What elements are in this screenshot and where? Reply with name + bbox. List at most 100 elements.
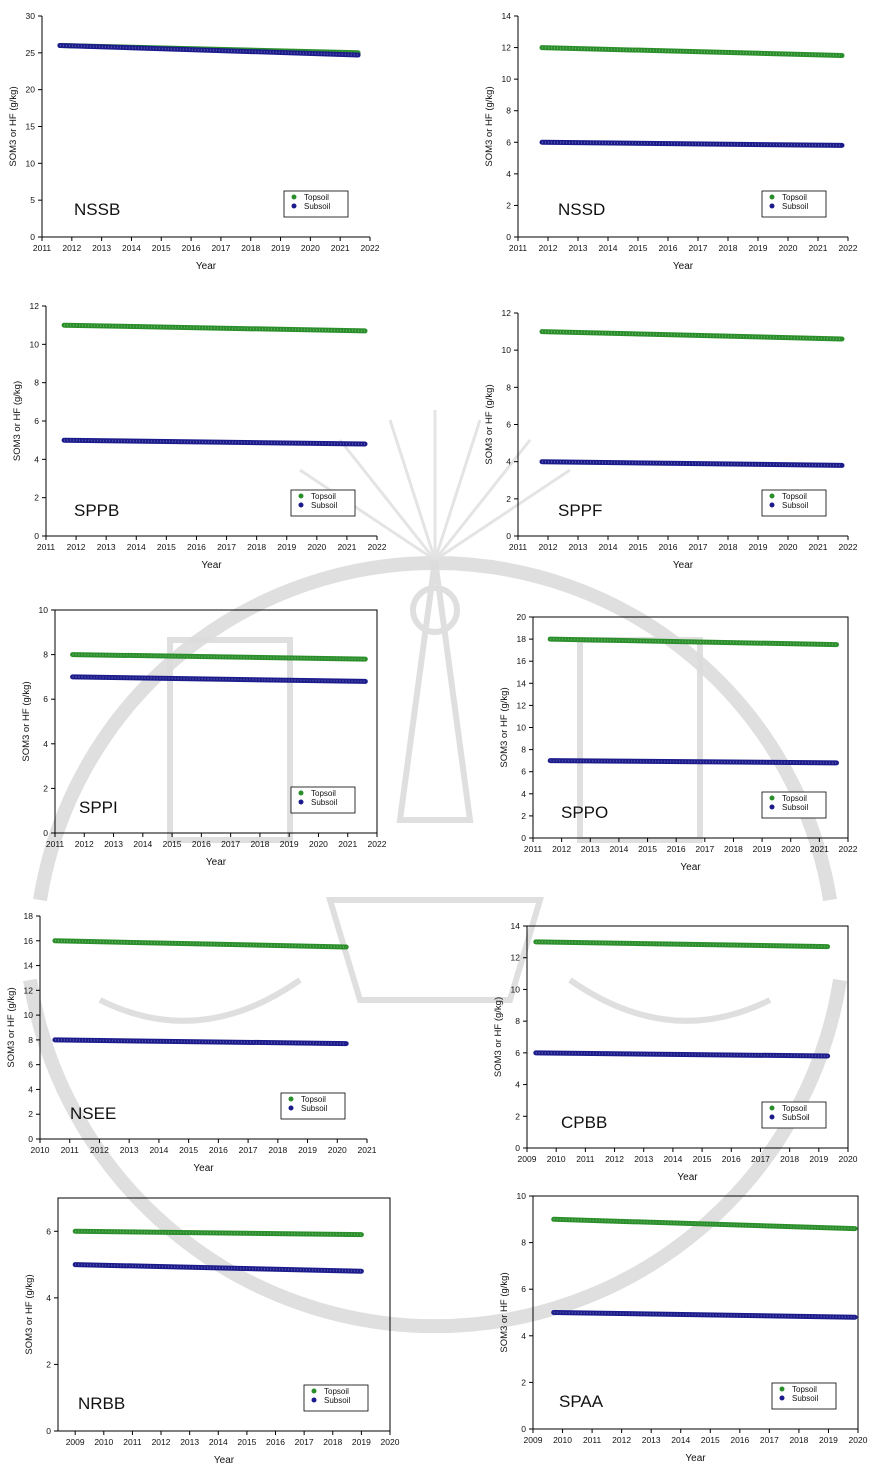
legend-marker-topsoil [298,790,304,796]
legend-marker-topsoil [291,194,297,200]
series-line-texture [64,324,366,332]
x-tick-label: 2011 [576,1154,595,1164]
y-tick-label: 8 [521,1238,526,1248]
y-tick-label: 8 [521,745,526,755]
x-tick-label: 2020 [839,1154,858,1164]
series-line-subsoil [551,1310,858,1320]
x-axis-label: Year [196,261,217,272]
x-tick-label: 2015 [157,542,176,552]
site-label: SPPF [558,501,602,520]
y-tick-label: 8 [506,106,511,116]
x-tick-label: 2018 [789,1435,808,1445]
series-line-texture [553,1311,856,1319]
y-axis-label: SOM3 or HF (g/kg) [493,997,504,1077]
legend-label: Subsoil [311,501,337,510]
series-line-topsoil [533,939,831,950]
y-tick-label: 16 [517,656,527,666]
legend-marker-subsoil [769,1114,775,1120]
x-tick-label: 2015 [629,542,648,552]
legend-marker-topsoil [769,795,775,801]
x-tick-label: 2013 [569,243,588,253]
x-tick-label: 2021 [809,243,828,253]
x-tick-label: 2018 [247,542,266,552]
y-tick-label: 10 [517,1191,527,1201]
y-tick-label: 0 [43,828,48,838]
y-tick-label: 8 [515,1016,520,1026]
x-tick-label: 2020 [328,1145,347,1155]
y-tick-label: 4 [43,739,48,749]
x-tick-label: 2017 [751,1154,770,1164]
series-line-texture [541,330,843,340]
y-tick-label: 20 [517,612,527,622]
x-tick-label: 2021 [338,839,357,849]
y-tick-label: 6 [506,420,511,430]
y-tick-label: 8 [43,650,48,660]
y-tick-label: 6 [515,1048,520,1058]
x-tick-label: 2014 [133,839,152,849]
chart-spaa: 2009 2010 2011 2012 2013 2014 2015 2016 2017 2018… [499,1191,868,1464]
y-tick-label: 2 [506,494,511,504]
chart-sppb: 2011 2012 2013 2014 2015 2016 2017 2018 2019 2020… [12,301,387,571]
x-tick-label: 2016 [266,1437,285,1447]
x-tick-label: 2020 [309,839,328,849]
y-tick-label: 6 [43,694,48,704]
x-tick-label: 2018 [724,844,743,854]
y-tick-label: 8 [34,378,39,388]
y-tick-label: 0 [34,531,39,541]
legend-label: Subsoil [324,1396,350,1405]
y-tick-label: 6 [34,416,39,426]
series-line-topsoil [547,636,839,648]
chart-sppi: 2011 2012 2013 2014 2015 2016 2017 2018 2019 2020… [21,605,387,868]
x-tick-label: 2011 [61,1145,80,1155]
legend-marker-topsoil [769,493,775,499]
x-tick-label: 2021 [337,542,356,552]
x-tick-label: 2013 [569,542,588,552]
x-tick-label: 2018 [780,1154,799,1164]
site-label: SPAA [559,1392,604,1411]
x-tick-label: 2013 [634,1154,653,1164]
x-tick-label: 2020 [779,243,798,253]
y-tick-label: 14 [24,961,34,971]
legend-marker-topsoil [769,1105,775,1111]
x-tick-label: 2014 [599,243,618,253]
x-tick-label: 2015 [152,243,171,253]
plot-frame [57,1197,391,1432]
y-tick-label: 4 [46,1293,51,1303]
x-tick-label: 2011 [33,243,52,253]
legend-label: Subsoil [782,803,808,812]
x-tick-label: 2010 [553,1435,572,1445]
y-tick-label: 2 [43,783,48,793]
x-tick-label: 2011 [509,542,528,552]
site-label: NSEE [70,1104,116,1123]
x-tick-label: 2014 [663,1154,682,1164]
x-tick-label: 2019 [819,1435,838,1445]
y-tick-label: 12 [511,953,521,963]
y-tick-label: 12 [502,308,512,318]
series-line-topsoil [70,652,368,662]
legend-label: Subsoil [301,1104,327,1113]
series-line-texture [541,46,843,57]
x-tick-label: 2009 [524,1435,543,1445]
y-tick-label: 12 [517,700,527,710]
y-tick-label: 2 [34,493,39,503]
y-axis-label: SOM3 or HF (g/kg) [499,1272,510,1352]
y-tick-label: 5 [30,195,35,205]
legend-marker-subsoil [298,502,304,508]
y-tick-label: 4 [506,457,511,467]
x-tick-label: 2011 [46,839,65,849]
y-tick-label: 10 [502,74,512,84]
legend-label: Subsoil [782,501,808,510]
x-tick-label: 2020 [307,542,326,552]
x-tick-label: 2012 [539,542,558,552]
x-tick-label: 2009 [518,1154,537,1164]
x-tick-label: 2012 [75,839,94,849]
y-tick-label: 8 [506,382,511,392]
y-tick-label: 18 [517,634,527,644]
legend-marker-subsoil [288,1105,294,1111]
x-tick-label: 2011 [123,1437,142,1447]
legend-label: Topsoil [301,1095,326,1104]
x-tick-label: 2014 [149,1145,168,1155]
x-tick-label: 2019 [271,243,290,253]
legend-label: Topsoil [324,1387,349,1396]
legend-label: SubSoil [782,1113,810,1122]
